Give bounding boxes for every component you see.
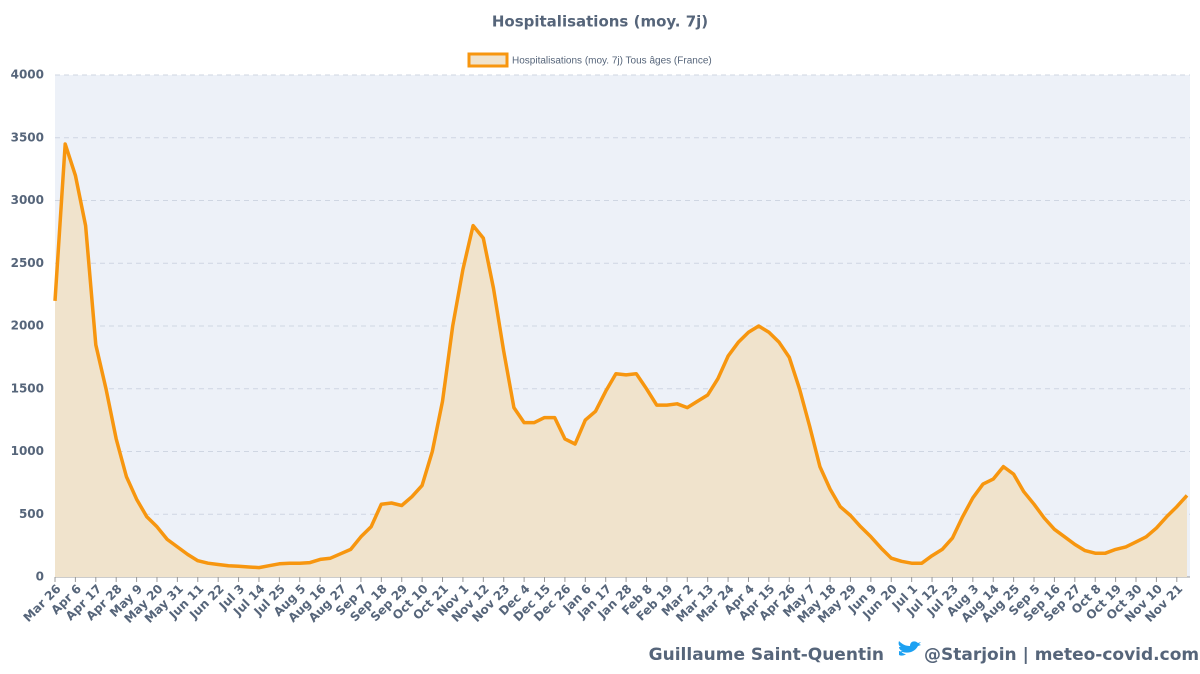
y-tick-label: 1000 bbox=[11, 444, 44, 458]
legend-label: Hospitalisations (moy. 7j) Tous âges (Fr… bbox=[512, 56, 712, 67]
source: @Starjoin | meteo-covid.com bbox=[924, 645, 1199, 665]
credit: Guillaume Saint-Quentin bbox=[649, 645, 884, 665]
twitter-icon bbox=[898, 641, 921, 656]
line bbox=[53, 142, 1189, 570]
chart-title: Hospitalisations (moy. 7j) bbox=[492, 13, 708, 31]
y-tick-label: 2000 bbox=[11, 319, 44, 333]
y-tick-label: 3000 bbox=[11, 193, 44, 207]
y-tick-label: 2500 bbox=[11, 256, 44, 270]
area bbox=[55, 144, 1187, 577]
y-tick-label: 500 bbox=[19, 507, 44, 521]
y-tick-label: 1500 bbox=[11, 381, 44, 395]
legend-swatch bbox=[467, 52, 509, 68]
y-tick-label: 0 bbox=[36, 570, 44, 584]
y-tick-label: 3500 bbox=[11, 130, 44, 144]
y-tick-label: 4000 bbox=[11, 68, 44, 82]
